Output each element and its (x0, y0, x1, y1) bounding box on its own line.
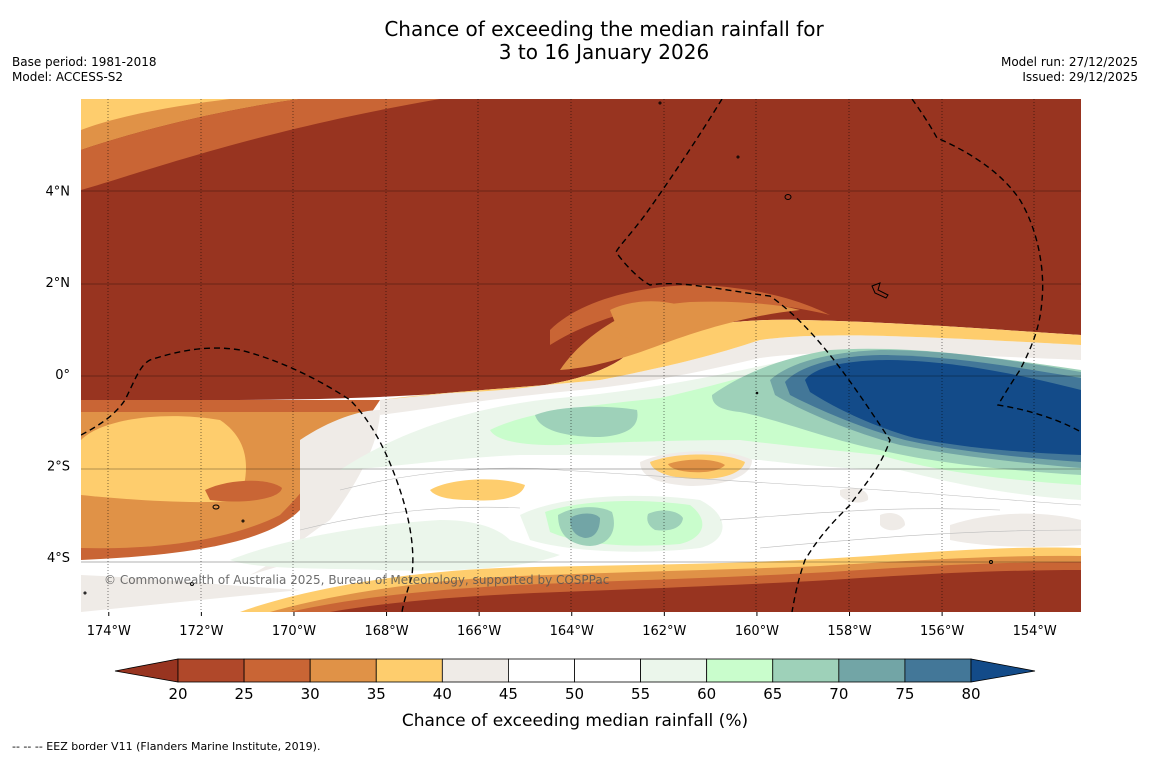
region-very-high-east (805, 360, 1081, 455)
title-line-1: Chance of exceeding the median rainfall … (384, 17, 824, 41)
colorbar-tick-label: 40 (433, 685, 452, 703)
colorbar-bin (177, 658, 245, 683)
colorbar-tick-label: 65 (763, 685, 782, 703)
eez-border-central (615, 99, 891, 612)
colorbar-bin (375, 658, 443, 683)
model-run: Model run: 27/12/2025 (1000, 55, 1138, 69)
x-tick-label: 160°W (735, 624, 779, 639)
x-tick-label: 172°W (179, 624, 223, 639)
band-35-40-west (81, 416, 246, 503)
colorbar-tick-label: 35 (367, 685, 386, 703)
x-tick-label: 166°W (457, 624, 501, 639)
issued-date: Issued: 29/12/2025 (1022, 70, 1138, 84)
colorbar-tick-label: 45 (499, 685, 518, 703)
colorbar-tick-label: 80 (961, 685, 980, 703)
x-tick-label: 168°W (364, 624, 408, 639)
islands (83, 101, 993, 595)
x-axis: 174°W 172°W 170°W 168°W 166°W 164°W 162°W 160°W… (87, 612, 1057, 639)
band-30-35-central-spot (610, 301, 700, 342)
copyright-text: © Commonwealth of Australia 2025, Bureau… (104, 573, 609, 587)
y-tick-label: 0° (55, 368, 70, 383)
colorbar-tick-label: 70 (829, 685, 848, 703)
contour-lines (299, 467, 1081, 549)
colorbar-bin (772, 658, 840, 683)
colorbar-bin (706, 658, 774, 683)
colorbar-bin (904, 658, 972, 683)
x-tick-label: 164°W (550, 624, 594, 639)
band-30-35-west-spot (205, 480, 282, 502)
x-tick-label: 170°W (272, 624, 316, 639)
eez-borders (81, 99, 1081, 612)
colorbar-bin (640, 658, 708, 683)
colorbar-tick-label: 60 (697, 685, 716, 703)
colorbar: 20 25 30 35 40 45 50 55 60 65 70 75 80 Chance of exc… (114, 658, 1036, 731)
base-period: Base period: 1981-2018 (12, 55, 157, 69)
x-tick-label: 156°W (920, 624, 964, 639)
y-tick-label: 4°N (46, 185, 71, 200)
band-35-40-northwest (81, 99, 230, 130)
run-info: Model run: 27/12/2025 Issued: 29/12/2025 (1001, 55, 1138, 85)
colorbar-bin (574, 658, 641, 683)
band-35-40-central (380, 319, 1081, 400)
x-tick-label: 174°W (87, 624, 131, 639)
latitude-gridlines (81, 190, 1081, 563)
model-info: Base period: 1981-2018 Model: ACCESS-S2 (12, 55, 157, 85)
band-40-45-southeast (950, 513, 1081, 547)
colorbar-tick-label: 50 (565, 685, 584, 703)
eez-footnote: -- -- -- EEZ border V11 (Flanders Marine… (12, 740, 321, 753)
band-40-45-patch-east (880, 513, 905, 531)
region-very-low-south (330, 570, 1081, 612)
colorbar-bin (309, 658, 377, 683)
colorbar-over-triangle (970, 658, 1036, 683)
colorbar-under-triangle (114, 658, 179, 683)
y-tick-label: 2°S (47, 459, 70, 474)
colorbar-label: Chance of exceeding median rainfall (%) (402, 711, 748, 731)
colorbar-tick-label: 55 (631, 685, 650, 703)
colorbar-bin (441, 658, 509, 683)
colorbar-tick-label: 20 (168, 685, 187, 703)
band-40-45-south (81, 575, 300, 612)
band-40-45-patch-east2 (840, 488, 869, 503)
y-axis: 4°N 2°N 0° 2°S 4°S (46, 185, 71, 566)
map-plot-area: © Commonwealth of Australia 2025, Bureau… (81, 99, 1081, 612)
region-very-low-north (81, 99, 1081, 400)
band-70-75-south (570, 513, 600, 538)
x-tick-label: 162°W (642, 624, 686, 639)
colorbar-bin (508, 658, 575, 683)
y-tick-label: 2°N (46, 276, 71, 291)
band-35-40-patch-1 (430, 479, 525, 501)
band-55-60-south (230, 520, 560, 571)
model-name: Model: ACCESS-S2 (12, 70, 124, 84)
band-65-70-central-spot (535, 406, 638, 437)
x-tick-label: 154°W (1013, 624, 1057, 639)
band-25-30-northwest (81, 99, 440, 190)
eez-border-east (911, 99, 1081, 433)
band-40-45-west (250, 410, 380, 575)
chart-title: Chance of exceeding the median rainfall … (0, 18, 1150, 64)
colorbar-tick-label: 30 (301, 685, 320, 703)
colorbar-tick-label: 75 (895, 685, 914, 703)
title-line-2: 3 to 16 January 2026 (498, 40, 710, 64)
y-tick-label: 4°S (47, 551, 70, 566)
band-40-45-central (380, 335, 1081, 415)
band-25-30-central (550, 285, 830, 345)
x-tick-label: 158°W (827, 624, 871, 639)
colorbar-tick-label: 25 (235, 685, 254, 703)
band-65-70-south-2 (647, 510, 683, 531)
colorbar-bin (838, 658, 906, 683)
eez-border-west (81, 347, 414, 612)
colorbar-bin (243, 658, 311, 683)
